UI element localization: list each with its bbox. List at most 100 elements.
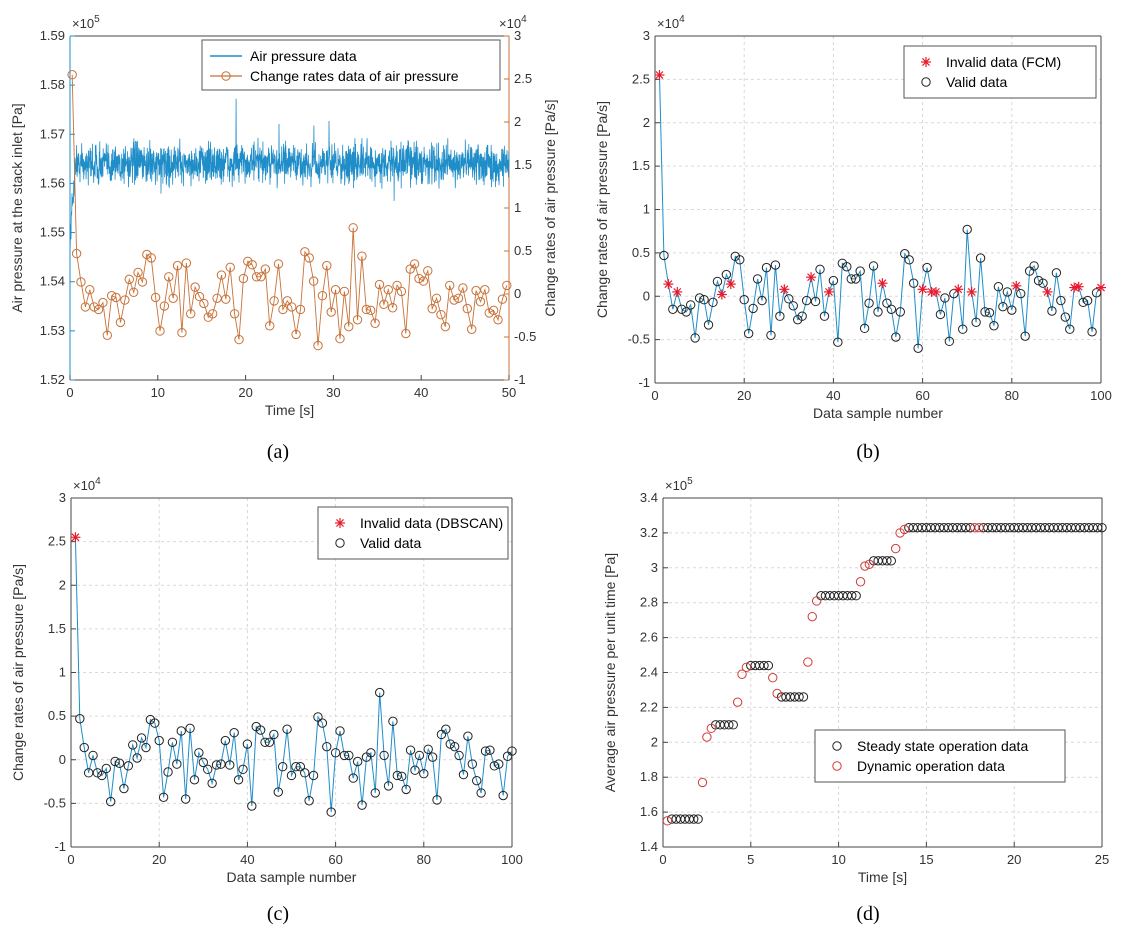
change-rate-point xyxy=(475,297,486,307)
legend-item: Valid data xyxy=(335,535,421,551)
valid-point xyxy=(423,744,433,754)
invalid-point xyxy=(953,284,964,295)
valid-point xyxy=(132,753,142,763)
change-rate-point xyxy=(146,253,156,263)
valid-point xyxy=(886,304,897,314)
change-rate-point xyxy=(155,326,165,336)
valid-point xyxy=(141,742,151,753)
change-rate-point xyxy=(85,285,95,295)
dynamic-point xyxy=(899,524,910,535)
valid-point xyxy=(1082,295,1093,306)
change-rate-point xyxy=(286,302,297,312)
dynamic-point xyxy=(807,611,817,622)
valid-point xyxy=(815,264,825,275)
legend-box xyxy=(201,39,501,91)
star-stroke xyxy=(824,287,833,296)
y-tick-label: -1 xyxy=(54,839,66,854)
valid-point xyxy=(476,788,486,798)
x-tick-label: 0 xyxy=(659,852,666,867)
valid-point xyxy=(88,750,98,761)
valid-point xyxy=(900,249,910,259)
invalid-point xyxy=(1073,281,1084,292)
y-tick-label: -0.5 xyxy=(44,795,66,810)
y-tick-label: -0.5 xyxy=(628,332,650,347)
y2-tick-label: -0.5 xyxy=(514,329,536,344)
valid-point xyxy=(699,295,709,305)
valid-point xyxy=(123,761,134,771)
y2-tick-label: 2.5 xyxy=(514,71,532,86)
valid-point xyxy=(940,293,950,303)
invalid-point xyxy=(70,532,81,543)
change-rate-point xyxy=(67,70,77,80)
steady-point xyxy=(851,591,861,601)
dynamic-point xyxy=(697,777,708,788)
invalid-point xyxy=(966,286,977,297)
valid-point xyxy=(189,775,200,785)
valid-point xyxy=(260,737,270,747)
change-rate-point xyxy=(120,295,130,305)
change-rate-point xyxy=(265,321,275,331)
x-tick-label: 50 xyxy=(502,385,516,400)
legend-box xyxy=(317,506,509,560)
star-stroke xyxy=(717,290,726,299)
change-rate-point xyxy=(102,330,113,340)
legend-label: Valid data xyxy=(360,535,421,551)
star-stroke xyxy=(664,280,673,289)
valid-point xyxy=(828,275,839,286)
change-rate-point xyxy=(392,280,402,291)
y-exponent-label: ×105 xyxy=(665,476,693,493)
valid-point xyxy=(414,750,425,761)
valid-point xyxy=(255,725,266,735)
legend-box xyxy=(903,45,1097,99)
valid-point xyxy=(1091,288,1102,298)
change-rate-point xyxy=(273,259,284,269)
valid-point xyxy=(868,261,879,271)
legend-item: Steady state operation data xyxy=(832,738,1028,754)
invalid-point xyxy=(725,279,736,290)
valid-point xyxy=(242,739,253,749)
star-stroke xyxy=(726,280,735,289)
legend: Steady state operation data Dynamic opera… xyxy=(814,729,1066,783)
valid-point xyxy=(810,296,821,307)
dynamic-point xyxy=(741,662,752,672)
change-rate-point xyxy=(71,248,82,259)
y-tick-label: 0.5 xyxy=(632,245,650,260)
y-tick-label: 2.8 xyxy=(640,595,658,610)
valid-point xyxy=(1016,288,1026,299)
star-stroke xyxy=(967,287,976,296)
invalid-point xyxy=(823,286,834,297)
x-tick-label: 60 xyxy=(915,388,929,403)
legend-label: Invalid data (FCM) xyxy=(946,54,1061,70)
change-rate-point xyxy=(291,329,301,340)
valid-point xyxy=(427,752,438,762)
change-rate-point xyxy=(458,283,468,293)
change-rate-point xyxy=(133,267,143,278)
change-rate-point xyxy=(427,303,437,314)
y-axis-label: Change rates of air pressure [Pa/s] xyxy=(10,564,26,781)
steady-point xyxy=(759,660,769,671)
valid-point xyxy=(286,770,297,781)
change-rate-point xyxy=(352,315,363,325)
valid-point xyxy=(379,750,389,761)
valid-point xyxy=(277,762,288,772)
valid-point xyxy=(1060,312,1071,322)
change-rate-point xyxy=(383,285,393,295)
y-axis-label: Change rates of air pressure [Pa/s] xyxy=(594,101,610,318)
valid-point xyxy=(216,759,226,769)
change-rate-point xyxy=(357,251,367,261)
y-exponent-label: ×104 xyxy=(73,476,101,493)
valid-point xyxy=(819,311,830,321)
legend-box xyxy=(814,729,1066,783)
valid-point xyxy=(335,726,345,736)
y2-tick-label: 1 xyxy=(514,200,521,215)
valid-point xyxy=(326,807,336,817)
valid-point xyxy=(690,333,700,343)
star-stroke xyxy=(336,519,344,527)
valid-point xyxy=(233,775,244,785)
legend-label: Dynamic operation data xyxy=(857,758,1005,774)
change-rate-point xyxy=(76,277,86,287)
valid-point xyxy=(681,307,691,317)
change-rate-point xyxy=(401,328,411,339)
y-exponent-label: ×104 xyxy=(657,14,685,31)
valid-point xyxy=(79,742,89,753)
